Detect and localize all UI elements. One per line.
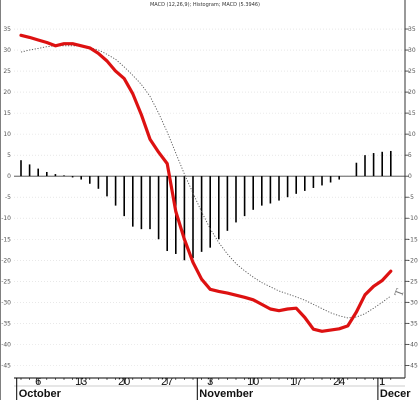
y-tick-label-left: 25 <box>3 68 11 75</box>
y-tick-label-left: -5 <box>5 194 11 201</box>
month-label: Decer <box>380 388 411 400</box>
y-tick-label-right: -40 <box>408 341 418 348</box>
y-tick-label-left: 5 <box>7 152 11 159</box>
y-tick-label-right: 20 <box>408 89 416 96</box>
y-tick-label-left: -35 <box>1 320 11 327</box>
y-tick-label-left: -15 <box>1 236 11 243</box>
y-tick-label-right: -15 <box>408 236 418 243</box>
month-label: November <box>199 388 254 400</box>
y-tick-label-right: -25 <box>408 278 418 285</box>
series-lines <box>19 33 393 333</box>
y-tick-label-left: 15 <box>3 110 11 117</box>
y-tick-label-left: -30 <box>1 299 11 306</box>
y-tick-label-right: -10 <box>408 215 418 222</box>
y-tick-label-right: -35 <box>408 320 418 327</box>
histogram-bars <box>20 150 392 261</box>
y-axis-labels: 35 35 30 30 25 25 20 20 15 15 10 10 5 5 0 0 -5 -5 -10 -10 -1… <box>1 26 418 369</box>
x-axis: 6 13 20 27 3 10 17 24 1 October November Decer <box>14 376 411 400</box>
y-tick-label-left: 10 <box>3 131 11 138</box>
y-tick-label-left: 0 <box>7 173 11 180</box>
macd-line <box>19 33 393 333</box>
y-tick-label-right: 35 <box>408 26 416 33</box>
x-tick-label: 27 <box>161 376 173 388</box>
x-tick-label: 1 <box>379 376 385 388</box>
y-tick-label-left: -10 <box>1 215 11 222</box>
x-tick-label: 13 <box>75 376 87 388</box>
y-tick-label-left: 20 <box>3 89 11 96</box>
y-tick-label-right: 15 <box>408 110 416 117</box>
y-tick-label-right: 30 <box>408 47 416 54</box>
y-tick-label-left: 35 <box>3 26 11 33</box>
y-tick-label-right: 0 <box>408 173 412 180</box>
x-tick-label: 24 <box>333 376 345 388</box>
y-tick-label-left: -20 <box>1 257 11 264</box>
x-tick-label: 20 <box>118 376 130 388</box>
y-tick-label-left: 30 <box>3 47 11 54</box>
y-tick-label-right: -5 <box>408 194 414 201</box>
x-tick-label: 17 <box>290 376 302 388</box>
x-tick-label: 10 <box>247 376 259 388</box>
x-tick-label: 6 <box>35 376 41 388</box>
annotation-mark: T <box>392 287 407 299</box>
y-tick-label-left: -45 <box>1 362 11 369</box>
chart-title: MACD (12,26,9); Histogram; MACD (5.3946) <box>150 2 260 8</box>
month-label: October <box>19 388 62 400</box>
y-tick-label-right: -30 <box>408 299 418 306</box>
y-tick-label-right: 10 <box>408 131 416 138</box>
y-tick-label-left: -25 <box>1 278 11 285</box>
y-tick-label-right: -20 <box>408 257 418 264</box>
y-tick-label-left: -40 <box>1 341 11 348</box>
y-tick-label-right: 25 <box>408 68 416 75</box>
y-tick-label-right: 5 <box>408 152 412 159</box>
y-tick-label-right: -45 <box>408 362 418 369</box>
x-tick-label: 3 <box>207 376 213 388</box>
